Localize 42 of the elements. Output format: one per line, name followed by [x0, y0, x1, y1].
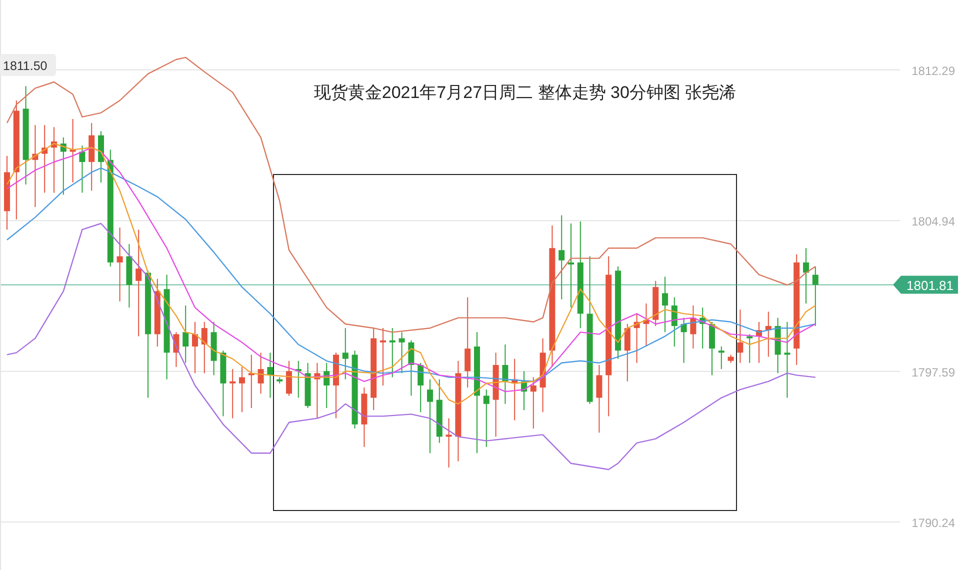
- text: 现货黄金2021年7月27日周二 整体走势 30分钟图 张尧浠: [314, 83, 736, 102]
- candlestick: [803, 248, 809, 304]
- candlestick: [286, 360, 292, 396]
- candlestick: [568, 222, 574, 308]
- candlestick: [389, 328, 396, 378]
- candlestick: [718, 346, 724, 370]
- candlestick: [530, 376, 536, 430]
- candlestick: [812, 266, 818, 327]
- y-tick-label: 1812.29: [912, 64, 956, 78]
- candlestick: [239, 366, 245, 413]
- candlestick: [483, 389, 490, 448]
- y-tick-label: 1797.59: [912, 365, 956, 380]
- candlestick: [784, 321, 790, 398]
- candlestick: [267, 352, 274, 398]
- ref-line-label: 1801.81: [906, 278, 954, 293]
- candlestick: [502, 344, 508, 404]
- candlestick: [737, 309, 744, 364]
- candlestick: [398, 332, 405, 374]
- candlestick: [464, 296, 471, 388]
- candlestick: [192, 321, 198, 374]
- y-tick-label: 1804.94: [912, 214, 956, 229]
- candlestick: [380, 328, 386, 386]
- candlestick: [418, 362, 424, 413]
- candlestick: [558, 214, 565, 300]
- candlestick: [596, 364, 602, 434]
- candlestick: [230, 368, 236, 419]
- candlestick: [427, 378, 433, 454]
- candlestick: [746, 334, 753, 364]
- line-series: [6, 56, 816, 333]
- candlestick: [182, 305, 189, 364]
- candlestick: [201, 321, 208, 374]
- candlestick: [342, 328, 348, 380]
- candlestick: [662, 276, 668, 333]
- candlestick: [79, 145, 86, 194]
- annotation: 1811.50: [3, 59, 48, 73]
- y-tick-label: 1790.24: [912, 516, 956, 530]
- candlestick: [446, 418, 452, 468]
- candlestick: [624, 323, 630, 382]
- candlestick: [136, 229, 142, 337]
- candlestick: [116, 227, 123, 302]
- line-series: [6, 222, 816, 470]
- candlestick: [258, 352, 264, 394]
